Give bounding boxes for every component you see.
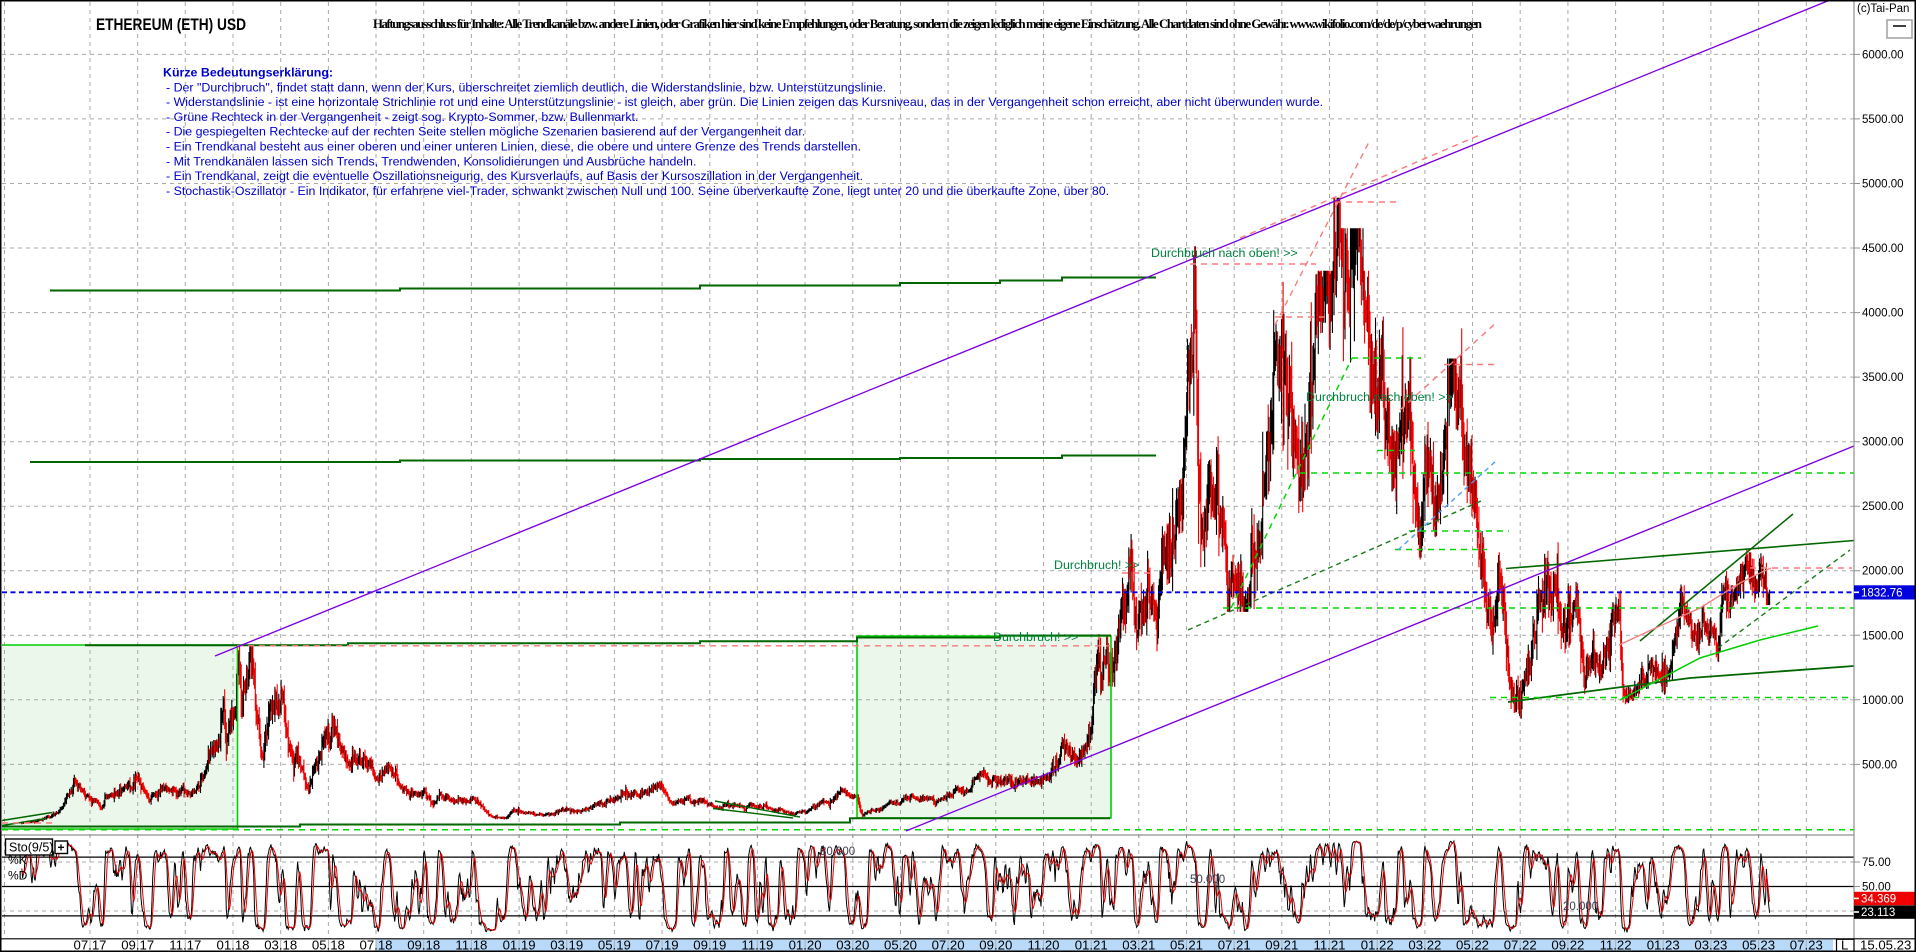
svg-text:01.18: 01.18 [216,938,249,952]
svg-text:3000.00: 3000.00 [1862,437,1904,449]
svg-text:3500.00: 3500.00 [1862,372,1904,384]
svg-text:09.17: 09.17 [121,938,154,952]
svg-text:09.21: 09.21 [1265,938,1298,952]
svg-text:11.17: 11.17 [169,938,201,952]
svg-text:01.22: 01.22 [1361,938,1394,952]
svg-text:20.000: 20.000 [1563,901,1598,913]
svg-text:09.18: 09.18 [407,938,440,952]
svg-text:500.00: 500.00 [1862,759,1897,771]
svg-text:11.19: 11.19 [741,938,773,952]
svg-text:03.21: 03.21 [1122,938,1155,952]
svg-text:Kürze Bedeutungserklärung:: Kürze Bedeutungserklärung: [163,66,333,80]
svg-text:%D: %D [8,869,28,883]
svg-text:03.19: 03.19 [550,938,583,952]
svg-text:80.000: 80.000 [820,846,855,858]
svg-text:2500.00: 2500.00 [1862,501,1904,513]
svg-text:- Ein Trendkanal besteht aus e: - Ein Trendkanal besteht aus einer obere… [166,140,861,154]
svg-text:1000.00: 1000.00 [1862,695,1904,707]
svg-text:- Stochastik-Oszillator - Ein: - Stochastik-Oszillator - Ein Indikator,… [166,184,1109,198]
svg-text:07.19: 07.19 [646,938,679,952]
svg-text:- Widerstandslinie - ist eine: - Widerstandslinie - ist eine horizontal… [166,95,1323,109]
svg-text:5000.00: 5000.00 [1862,179,1904,191]
svg-text:05.23: 05.23 [1742,938,1775,952]
svg-text:Durchbruch! >>: Durchbruch! >> [993,630,1078,644]
svg-text:23.113: 23.113 [1861,907,1895,919]
svg-text:11.22: 11.22 [1600,938,1632,952]
svg-text:05.20: 05.20 [884,938,917,952]
svg-text:03.20: 03.20 [836,938,869,952]
svg-text:Durchbruch nach oben! >>: Durchbruch nach oben! >> [1306,390,1453,404]
svg-text:11.20: 11.20 [1027,938,1059,952]
svg-text:34.369: 34.369 [1861,894,1896,906]
svg-text:- Die gespiegelten Rechtecke a: - Die gespiegelten Rechtecke auf der rec… [166,125,805,139]
svg-text:50.00: 50.00 [1862,882,1891,894]
svg-text:2000.00: 2000.00 [1862,566,1904,578]
svg-text:09.20: 09.20 [979,938,1012,952]
svg-text:5500.00: 5500.00 [1862,114,1904,126]
svg-text:ETHEREUM (ETH) USD: ETHEREUM (ETH) USD [96,16,246,34]
svg-text:07.17: 07.17 [73,938,106,952]
svg-text:01.20: 01.20 [789,938,822,952]
svg-text:- Der "Durchbruch", findet sta: - Der "Durchbruch", findet statt dann, w… [166,80,886,94]
svg-text:- Ein Trendkanal, zeigt die ev: - Ein Trendkanal, zeigt die eventuelle O… [166,169,863,183]
svg-text:15.05.23: 15.05.23 [1860,938,1911,952]
svg-text:75.00: 75.00 [1862,857,1891,869]
svg-text:4000.00: 4000.00 [1862,308,1904,320]
svg-text:07.18: 07.18 [359,938,392,952]
svg-text:07.23: 07.23 [1790,938,1823,952]
svg-text:Durchbruch! >>: Durchbruch! >> [1054,558,1139,572]
svg-text:6000.00: 6000.00 [1862,49,1904,61]
svg-text:07.20: 07.20 [932,938,965,952]
svg-text:09.19: 09.19 [693,938,726,952]
svg-text:L: L [1841,938,1848,952]
svg-text:11.18: 11.18 [455,938,487,952]
svg-text:07.21: 07.21 [1218,938,1251,952]
svg-text:05.22: 05.22 [1456,938,1489,952]
svg-text:Haftungsausschluss für Inhalte: Haftungsausschluss für Inhalte: Alle Tre… [373,17,1482,31]
svg-text:4500.00: 4500.00 [1862,243,1904,255]
svg-text:+: + [58,841,65,855]
svg-text:03.18: 03.18 [264,938,297,952]
svg-text:11.21: 11.21 [1313,938,1345,952]
svg-text:05.21: 05.21 [1170,938,1203,952]
svg-text:1500.00: 1500.00 [1862,630,1904,642]
svg-text:(c)Tai-Pan: (c)Tai-Pan [1857,3,1909,15]
svg-text:09.22: 09.22 [1551,938,1584,952]
svg-text:Durchbruch nach oben! >>: Durchbruch nach oben! >> [1151,246,1298,260]
svg-text:50.000: 50.000 [1190,874,1225,886]
svg-text:%K: %K [8,853,27,867]
svg-text:01.21: 01.21 [1075,938,1108,952]
svg-text:- Grüne Rechteck in der Vergan: - Grüne Rechteck in der Vergangenheit - … [166,110,638,124]
svg-text:- Mit Trendkanälen lassen sich: - Mit Trendkanälen lassen sich Trends, T… [166,154,696,168]
svg-text:05.19: 05.19 [598,938,631,952]
svg-text:01.23: 01.23 [1647,938,1680,952]
svg-text:05.18: 05.18 [312,938,345,952]
svg-text:03.22: 03.22 [1408,938,1441,952]
svg-text:03.23: 03.23 [1694,938,1727,952]
svg-text:1832.76: 1832.76 [1861,588,1903,600]
svg-text:07.22: 07.22 [1504,938,1537,952]
svg-text:01.19: 01.19 [503,938,536,952]
svg-text:Sto(9/5): Sto(9/5) [9,841,53,855]
